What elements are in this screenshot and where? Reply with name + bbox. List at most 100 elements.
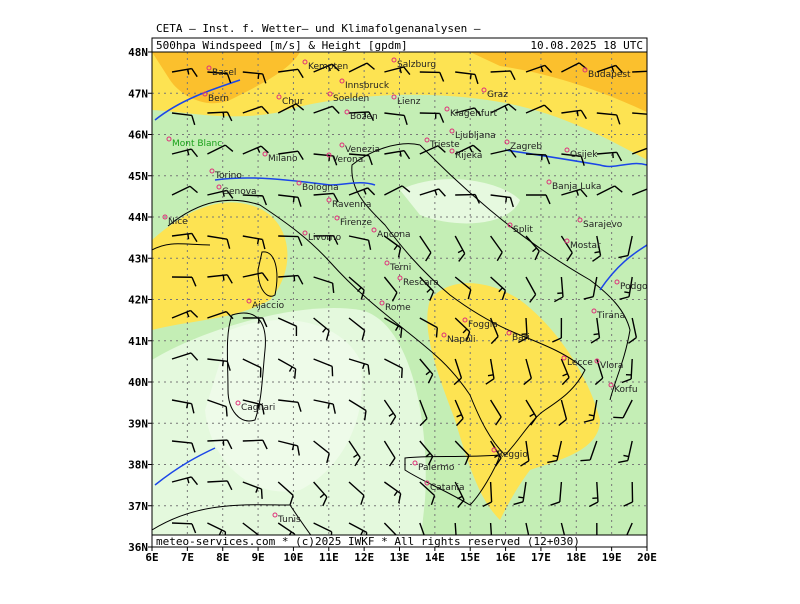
wind-barb [525,194,551,205]
city-label: Firenze [340,218,372,228]
wind-barb [490,70,516,81]
city-dot [302,59,308,65]
city-label: Terni [389,263,411,273]
lat-tick-label: 36N [128,541,148,554]
city-dot [296,180,302,186]
lon-tick-label: 20E [637,551,657,564]
city-label: Banja Luka [552,182,601,192]
wind-barb [348,440,361,467]
wind-barb [242,399,265,415]
wind-barb [547,440,563,464]
wind-barb [278,399,302,412]
city-dot [326,197,332,203]
city-dot [614,279,620,285]
wind-barb [348,187,376,196]
wind-barb [207,144,234,155]
city-dot [327,91,333,97]
city-label: Basel [212,68,236,78]
lon-tick-label: 12E [354,551,374,564]
city-label: Lienz [397,97,421,107]
wind-barb [313,153,338,166]
wind-barb [419,399,428,427]
wind-barb [580,440,598,462]
city-label: Podgorica [620,282,664,292]
city-label: Kempten [308,62,348,72]
city-dot [391,57,397,63]
wind-barb [419,112,445,123]
wind-barb [242,194,268,206]
city-label: Cagliari [241,403,275,413]
city-label: Verona [332,155,363,165]
city-dot [326,152,332,158]
wind-barb [348,153,373,166]
wind-barb [313,481,328,507]
city-label: Budapest [588,70,631,80]
wind-barb [171,185,198,196]
wind-barb [419,235,432,262]
lon-tick-label: 16E [496,551,516,564]
wind-barb [313,234,339,245]
wind-barb [313,440,330,464]
lat-tick-label: 46N [128,129,148,142]
wind-barb [621,358,633,384]
field-orange [470,52,647,112]
lat-tick-label: 47N [128,87,148,100]
city-label: Split [513,225,533,235]
city-dot [344,109,350,115]
city-label: Genova [222,187,257,197]
city-label: Nice [168,217,188,227]
city-label: Tirana [596,311,625,321]
wind-barb [550,481,563,506]
wind-barb [242,145,269,155]
product: 500hpa Windspeed [m/s] & Height [gpdm] [156,39,408,52]
city-dot [371,227,377,233]
wind-barb [419,145,446,155]
wind-barb [207,310,234,320]
wind-barb [419,188,446,197]
wind-barb [454,317,471,342]
wind-barb [384,317,403,338]
city-dot [424,137,430,143]
lon-tick-label: 8E [216,551,229,564]
city-dot [302,230,308,236]
city-label: Chur [282,97,304,107]
city-label: Zagreb [510,142,542,152]
city-label: Milano [268,154,298,164]
wind-barb [490,103,517,114]
wind-barb [454,144,482,155]
wind-barb [171,276,197,287]
map: Basel Bern Kempten Salzburg Innsbruck Budapes… [152,52,664,547]
wind-barb [631,188,647,196]
city-dot [397,275,403,281]
wind-barb [596,151,623,162]
wind-barb [242,317,268,328]
wind-barb [171,352,199,361]
lat-tick-label: 40N [128,376,148,389]
wind-barb [313,358,334,377]
valid-time: 10.08.2025 18 UTC [530,39,643,52]
wind-barb [171,112,196,126]
wind-barb [618,235,633,259]
city-dot [384,260,390,266]
city-label: Venezia [345,145,380,155]
city-label: Bern [208,94,229,104]
lon-tick-label: 6E [145,551,158,564]
wind-barb [419,71,445,82]
lat-tick-label: 37N [128,500,148,513]
wind-barb [278,440,300,456]
city-dot [564,238,570,244]
wind-barb [384,358,403,378]
city-label: Palermo [418,463,455,473]
lat-tick-label: 38N [128,459,148,472]
lat-tick-label: 44N [128,211,148,224]
city-dot [262,151,268,157]
city-label: Graz [487,90,508,100]
wind-barb [277,103,305,114]
wind-barb [348,399,367,421]
city-label: Osijek [570,150,598,160]
wind-barb [277,481,294,505]
wind-barb [171,440,196,453]
coastlines [152,143,631,547]
city-dot [441,332,447,338]
